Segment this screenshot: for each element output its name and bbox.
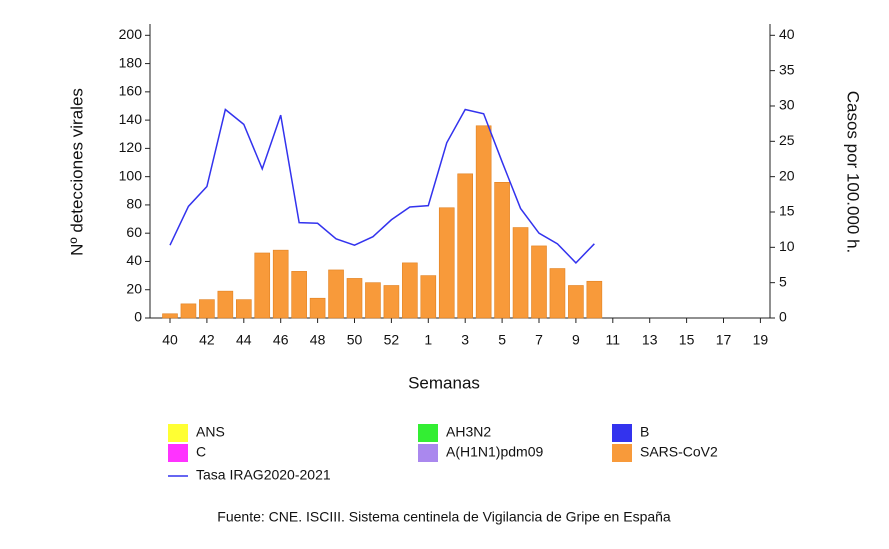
legend-label: SARS-CoV2 <box>640 444 718 460</box>
x-tick-label: 13 <box>642 332 658 348</box>
legend-label: A(H1N1)pdm09 <box>446 444 543 460</box>
y-tick-label: 20 <box>126 280 142 296</box>
y2-axis-title: Casos por 100.000 h. <box>844 91 863 254</box>
bar <box>199 299 215 319</box>
y-tick-label: 200 <box>119 26 143 42</box>
y-tick-label: 60 <box>126 224 142 240</box>
y2-tick-label: 15 <box>779 203 795 219</box>
y-tick-label: 80 <box>126 196 142 212</box>
x-tick-label: 52 <box>384 332 400 348</box>
y-tick-label: 40 <box>126 252 142 268</box>
bar <box>494 182 510 319</box>
bar <box>217 290 234 319</box>
y-tick-label: 0 <box>134 309 142 325</box>
x-tick-label: 5 <box>498 332 506 348</box>
bar <box>346 278 363 319</box>
legend-swatch <box>612 424 632 442</box>
bar <box>180 303 197 319</box>
legend-label: AH3N2 <box>446 424 491 440</box>
y2-tick-label: 35 <box>779 61 795 77</box>
legend-swatch <box>168 444 188 462</box>
y2-tick-label: 5 <box>779 273 787 289</box>
legend-swatch <box>418 444 438 462</box>
bar <box>236 299 252 319</box>
y2-tick-label: 20 <box>779 167 795 183</box>
x-tick-label: 15 <box>679 332 695 348</box>
x-tick-label: 50 <box>347 332 363 348</box>
bar <box>365 282 381 319</box>
bar <box>531 245 547 319</box>
bar <box>328 269 344 319</box>
bar <box>438 207 455 319</box>
y2-tick-label: 0 <box>779 309 787 325</box>
y2-tick-label: 30 <box>779 97 795 113</box>
y-tick-label: 180 <box>119 54 143 70</box>
x-tick-label: 46 <box>273 332 289 348</box>
bar <box>291 271 307 319</box>
bar <box>420 275 437 319</box>
x-tick-label: 42 <box>199 332 215 348</box>
x-tick-label: 11 <box>606 332 621 348</box>
bar <box>512 227 529 319</box>
footer: Fuente: CNE. ISCIII. Sistema centinela d… <box>217 509 671 525</box>
legend-swatch <box>168 424 188 442</box>
x-tick-label: 19 <box>753 332 769 348</box>
bar <box>162 313 178 319</box>
y2-tick-label: 40 <box>779 26 795 42</box>
x-axis-title: Semanas <box>408 373 480 392</box>
bar <box>383 285 400 319</box>
y2-tick-label: 25 <box>779 132 795 148</box>
bar <box>309 297 326 319</box>
legend-label: B <box>640 424 649 440</box>
x-tick-label: 9 <box>572 332 580 348</box>
y-tick-label: 140 <box>119 111 143 127</box>
bar <box>549 268 566 319</box>
bar <box>254 252 271 319</box>
bar <box>457 173 474 319</box>
legend-label: C <box>196 444 206 460</box>
bar <box>402 262 418 319</box>
x-tick-label: 17 <box>716 332 732 348</box>
bar <box>475 125 492 319</box>
x-tick-label: 44 <box>236 332 252 348</box>
y-axis-title: Nº detecciones virales <box>67 88 86 256</box>
x-tick-label: 48 <box>310 332 326 348</box>
legend-swatch <box>612 444 632 462</box>
legend-swatch <box>418 424 438 442</box>
bar <box>586 280 603 319</box>
bar <box>568 285 584 319</box>
x-tick-label: 3 <box>461 332 469 348</box>
legend-label: Tasa IRAG2020-2021 <box>196 467 331 483</box>
legend-label: ANS <box>196 424 225 440</box>
x-tick-label: 40 <box>162 332 178 348</box>
y-tick-label: 120 <box>119 139 143 155</box>
y2-tick-label: 10 <box>779 238 795 254</box>
bar <box>272 249 289 319</box>
x-tick-label: 1 <box>424 332 432 348</box>
line <box>169 108 595 264</box>
y-tick-label: 160 <box>119 83 143 99</box>
x-tick-label: 7 <box>535 332 543 348</box>
y-tick-label: 100 <box>119 167 143 183</box>
